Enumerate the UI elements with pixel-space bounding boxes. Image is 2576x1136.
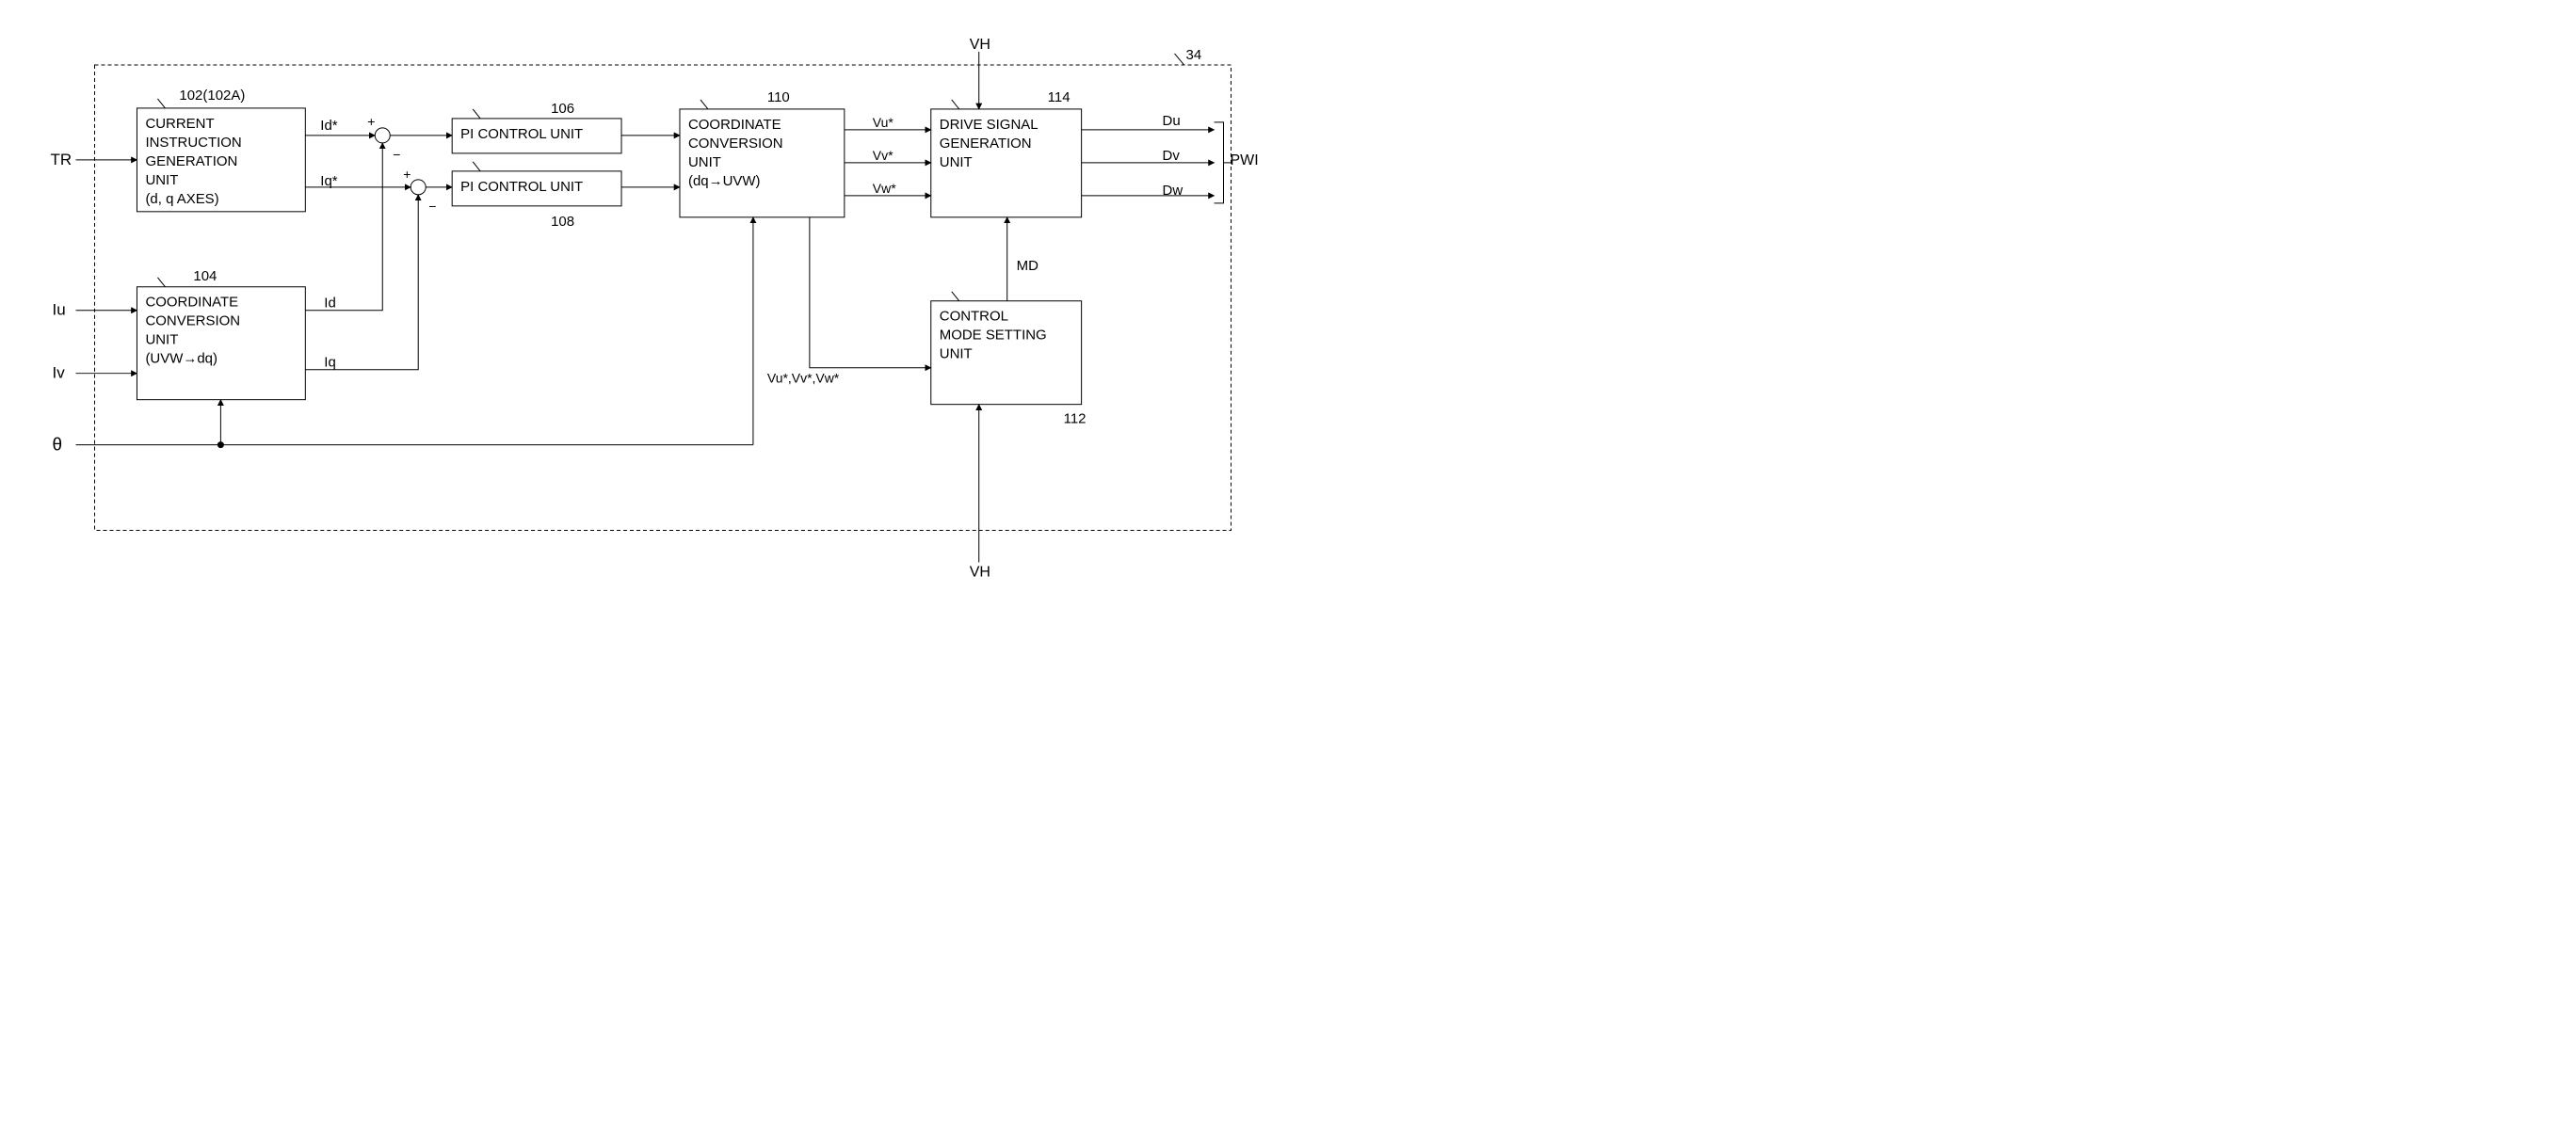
s1-minus: − [393,147,400,162]
block110-line-2: UNIT [688,154,721,170]
label-vv: Vv* [873,148,894,163]
block102-line-3: UNIT [145,172,178,188]
label-dv: Dv [1163,148,1181,164]
block102-line-0: CURRENT [145,116,214,132]
s1-plus: + [367,114,375,129]
block106-ref-leader [473,109,480,119]
block112-line-2: UNIT [940,346,973,362]
label-vu: Vu* [873,115,894,130]
arrow-id-fb [305,143,382,311]
label-dw: Dw [1163,183,1183,199]
label-pwi: PWI [1231,152,1259,168]
label-iq-star: Iq* [320,173,337,189]
block110-line-3: (dq→UVW) [688,173,761,189]
label-theta: θ [53,436,63,456]
label-tr: TR [51,151,72,168]
block102-line-4: (d, q AXES) [145,191,218,207]
s1-circle [375,128,390,143]
label-vh-top: VH [970,37,990,53]
label-iq: Iq [324,355,335,371]
label-iu: Iu [53,301,66,319]
block112-line-1: MODE SETTING [940,328,1047,344]
ref-34-leader [1175,54,1184,65]
block104-line-3: (UVW→dq) [145,351,217,367]
s2-minus: − [428,199,436,214]
label-du: Du [1163,113,1181,129]
label-vw: Vw* [873,181,896,196]
block104-line-2: UNIT [145,332,178,348]
label-vh-bot: VH [970,565,990,581]
block114-line-1: GENERATION [940,136,1032,152]
control-block-diagram: 34 102(102A) CURRENT INSTRUCTION GENERATION U… [19,19,1307,586]
label-v-triple: Vu*,Vv*,Vw* [767,371,840,386]
block102-ref: 102(102A) [179,88,245,104]
block108-line-0: PI CONTROL UNIT [460,179,583,195]
block102-line-1: INSTRUCTION [145,135,241,151]
block112-ref-leader [952,292,959,301]
block112-line-0: CONTROL [940,309,1008,325]
block114-ref: 114 [1048,89,1071,105]
block110-ref-leader [700,100,708,109]
label-id-star: Id* [320,118,337,134]
block106-line-0: PI CONTROL UNIT [460,126,583,142]
block110-line-0: COORDINATE [688,117,781,133]
block114-line-0: DRIVE SIGNAL [940,117,1038,133]
block104-line-0: COORDINATE [145,295,238,311]
pwi-brace [1215,122,1224,203]
arrow-110-112 [810,217,931,368]
block112-ref: 112 [1064,411,1087,427]
s2-plus: + [403,167,411,182]
label-iv: Iv [53,364,66,382]
block104-line-1: CONVERSION [145,313,240,329]
block108-ref: 108 [551,214,574,230]
block104-ref: 104 [193,268,217,284]
s2-circle [411,180,426,195]
label-id: Id [324,296,335,312]
block114-ref-leader [952,100,959,109]
block102-ref-leader [157,99,165,108]
arrow-iq-fb [305,195,418,370]
ref-34: 34 [1186,47,1202,63]
block108-ref-leader [473,162,480,171]
block102-line-2: GENERATION [145,153,237,169]
block104-ref-leader [157,278,165,287]
block110-ref: 110 [767,89,790,105]
block106-ref: 106 [551,101,574,117]
block110-line-1: CONVERSION [688,136,783,152]
label-md: MD [1017,258,1038,274]
block114-line-2: UNIT [940,154,973,170]
